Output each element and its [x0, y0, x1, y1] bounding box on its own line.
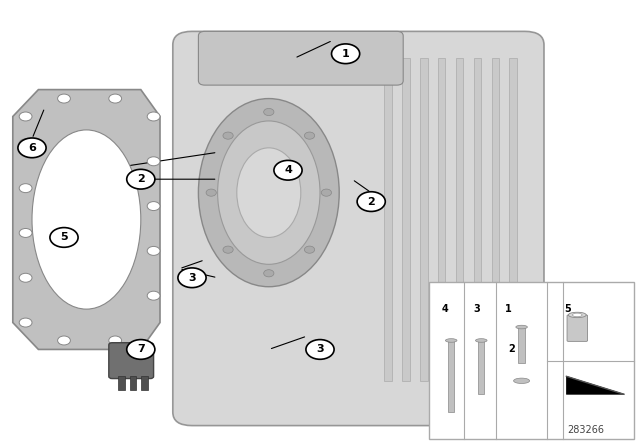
Circle shape — [109, 336, 122, 345]
Circle shape — [206, 189, 216, 196]
Text: 2: 2 — [509, 345, 515, 354]
Bar — [118, 376, 125, 390]
Text: 1: 1 — [506, 304, 512, 314]
FancyBboxPatch shape — [198, 31, 403, 85]
Circle shape — [274, 160, 302, 180]
Text: 5: 5 — [60, 233, 68, 242]
Bar — [478, 340, 484, 394]
Text: 4: 4 — [284, 165, 292, 175]
Circle shape — [321, 189, 332, 196]
Ellipse shape — [198, 99, 339, 287]
Circle shape — [306, 340, 334, 359]
Circle shape — [147, 291, 160, 300]
Circle shape — [19, 112, 32, 121]
Circle shape — [19, 273, 32, 282]
Bar — [456, 58, 463, 381]
Bar — [448, 340, 454, 412]
Circle shape — [305, 246, 315, 253]
Circle shape — [223, 246, 233, 253]
Circle shape — [357, 192, 385, 211]
Bar — [402, 58, 410, 381]
Circle shape — [50, 228, 78, 247]
Text: 4: 4 — [442, 304, 448, 314]
Text: 2: 2 — [367, 197, 375, 207]
Polygon shape — [13, 90, 160, 349]
Text: 3: 3 — [188, 273, 196, 283]
Ellipse shape — [445, 339, 457, 342]
Ellipse shape — [516, 325, 527, 329]
Bar — [130, 376, 136, 390]
Ellipse shape — [476, 339, 487, 342]
Text: 283266: 283266 — [567, 425, 604, 435]
Bar — [429, 282, 634, 439]
Ellipse shape — [513, 378, 529, 383]
Bar — [492, 58, 499, 381]
Circle shape — [18, 138, 46, 158]
Text: 2: 2 — [137, 174, 145, 184]
Bar — [438, 58, 445, 381]
Circle shape — [147, 202, 160, 211]
Ellipse shape — [237, 148, 301, 237]
Text: 3: 3 — [316, 345, 324, 354]
Circle shape — [109, 94, 122, 103]
Circle shape — [264, 108, 274, 116]
Bar — [518, 327, 525, 363]
Circle shape — [332, 44, 360, 64]
Circle shape — [19, 184, 32, 193]
Bar — [384, 58, 392, 381]
FancyBboxPatch shape — [567, 315, 588, 341]
Circle shape — [147, 157, 160, 166]
Circle shape — [147, 246, 160, 255]
Bar — [474, 58, 481, 381]
FancyBboxPatch shape — [109, 343, 154, 379]
Ellipse shape — [218, 121, 320, 264]
Circle shape — [147, 112, 160, 121]
Circle shape — [19, 139, 32, 148]
Bar — [420, 58, 428, 381]
Ellipse shape — [568, 312, 586, 318]
Circle shape — [223, 132, 233, 139]
Circle shape — [19, 228, 32, 237]
Circle shape — [264, 270, 274, 277]
FancyBboxPatch shape — [173, 31, 544, 426]
Circle shape — [127, 340, 155, 359]
Text: 5: 5 — [564, 304, 571, 314]
Circle shape — [19, 318, 32, 327]
Bar — [509, 58, 517, 381]
Circle shape — [178, 268, 206, 288]
Ellipse shape — [573, 313, 582, 317]
Circle shape — [58, 94, 70, 103]
Ellipse shape — [32, 130, 141, 309]
Text: 7: 7 — [137, 345, 145, 354]
Text: 1: 1 — [342, 49, 349, 59]
Text: 6: 6 — [28, 143, 36, 153]
Circle shape — [305, 132, 315, 139]
Circle shape — [58, 336, 70, 345]
Circle shape — [127, 169, 155, 189]
Text: 3: 3 — [474, 304, 480, 314]
Polygon shape — [566, 376, 624, 394]
Bar — [141, 376, 148, 390]
